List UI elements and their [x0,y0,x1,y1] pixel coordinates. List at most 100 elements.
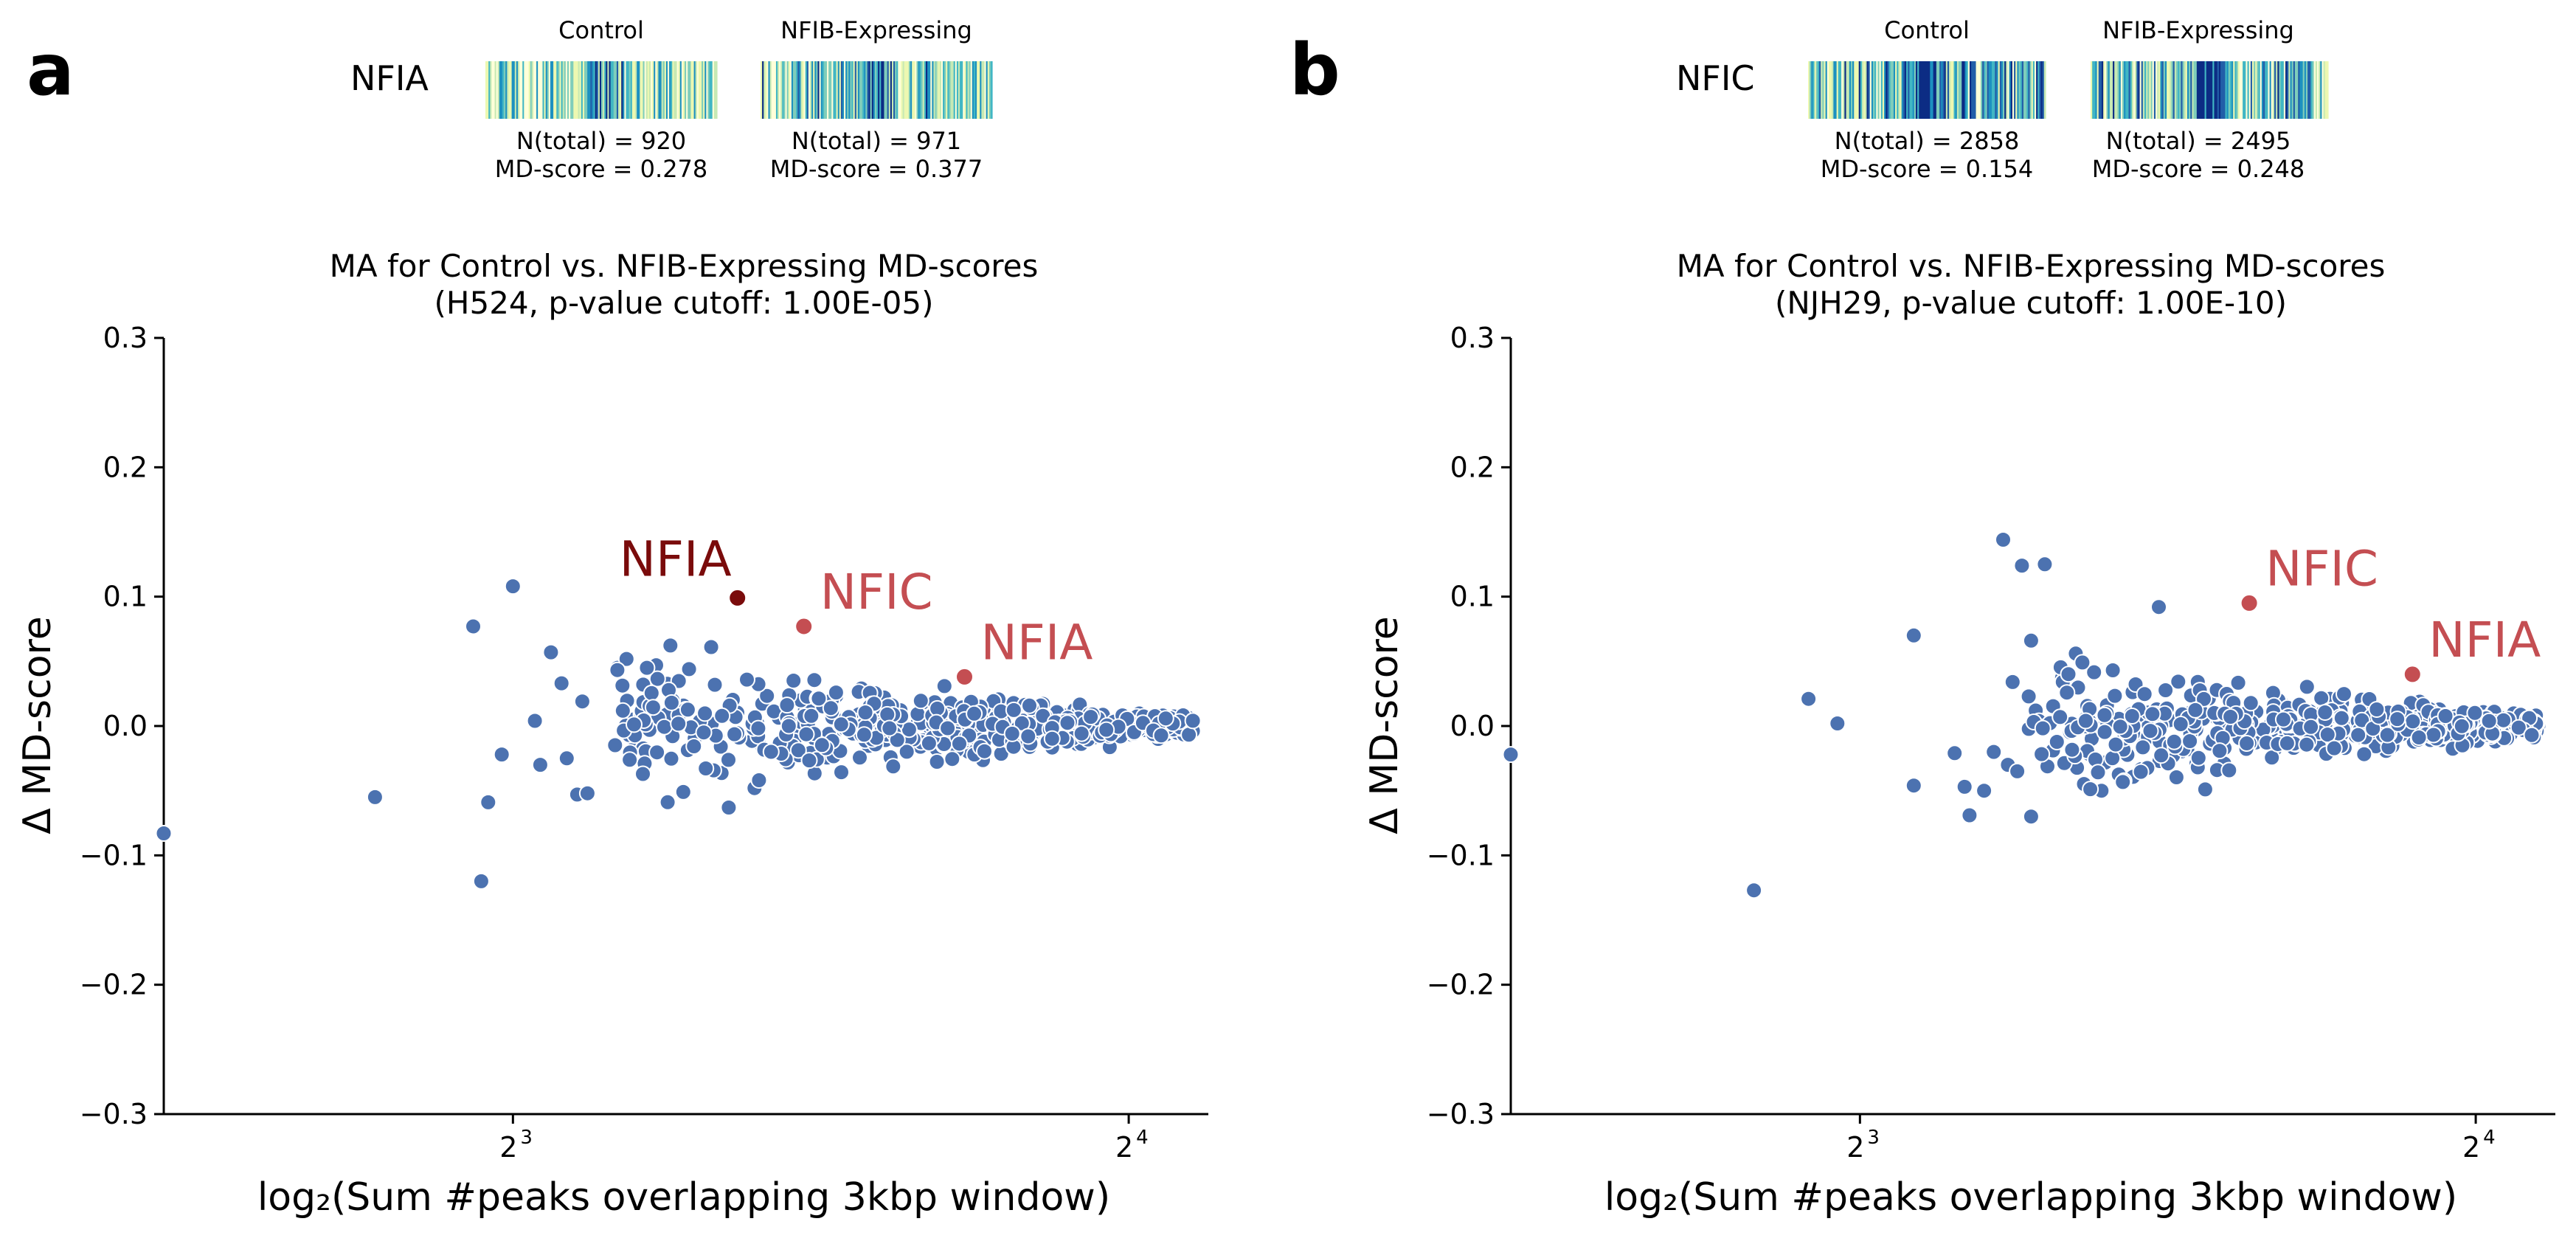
barcode-stripe [1863,61,1866,119]
barcode-stripe [678,61,681,119]
barcode-stripe [884,61,887,119]
barcode-stripe [627,61,630,119]
barcode-stripe [710,61,713,119]
barcode-stripe [661,61,664,119]
barcode-stripe [621,61,623,119]
barcode-stripe [929,61,931,119]
scatter-point [935,677,953,695]
barcode-stripe [1919,61,1922,119]
barcode-stripe [696,61,699,119]
barcode-stripe [641,61,644,119]
chart-subtitle: (NJH29, p-value cutoff: 1.00E-10) [1775,285,2287,321]
barcode-stripe [2324,61,2327,119]
barcode-stripe [2103,61,2105,119]
barcode-stripe [1990,61,1992,119]
barcode-title: NFIB-Expressing [2102,16,2294,44]
barcode-stripe [2036,61,2038,119]
barcode-stripe [779,61,781,119]
scatter-point [912,692,929,710]
scatter-point [685,738,703,755]
barcode-stripe [1902,61,1905,119]
barcode-stripe [2092,61,2094,119]
barcode-stripe [703,61,705,119]
barcode-stripe [2313,61,2316,119]
barcode-stripe [941,61,944,119]
barcode-stripe [1920,61,1923,119]
barcode-stripe [772,61,775,119]
barcode-stripe [2122,61,2125,119]
scatter-point [822,699,839,717]
barcode-stripe [1824,61,1827,119]
barcode-stripe [964,61,967,119]
scatter-point [621,751,639,769]
scatter-point [155,825,173,842]
barcode-stripe [662,61,665,119]
highlighted-point [728,588,747,607]
chart-title: MA for Control vs. NFIB-Expressing MD-sc… [1677,248,2386,284]
barcode-stripe [1893,61,1896,119]
barcode-stripe [1980,61,1983,119]
scatter-point [2063,741,2081,758]
barcode-stripe [2109,61,2112,119]
barcode-stripe [2095,61,2098,119]
barcode-stripe [2144,61,2147,119]
barcode-stripe [491,61,494,119]
barcode-stripe [533,61,536,119]
scatter-point [2157,682,2175,699]
barcode-stripe [2185,61,2188,119]
barcode-stripe [800,61,803,119]
scatter-point [1800,690,1818,708]
scatter-point [2278,734,2296,752]
barcode-stripe [2164,61,2167,119]
barcode-stripe [2296,61,2299,119]
barcode-stripe [589,61,591,119]
barcode-stripe [2007,61,2010,119]
barcode-stripe [1808,61,1810,119]
barcode-stripe [2161,61,2164,119]
barcode-stripe [864,61,866,119]
barcode-stripe [949,61,952,119]
barcode-stripe [809,61,812,119]
barcode-stripe [2028,61,2031,119]
barcode-stripe [2294,61,2297,119]
barcode-stripe [599,61,602,119]
barcode-stripe [2272,61,2275,119]
scatter-point [553,674,570,692]
barcode-stripe [693,61,696,119]
barcode-stripe [1874,61,1877,119]
barcode-stripe [1930,61,1933,119]
x-tick-exponent: 3 [520,1127,533,1149]
barcode-stripe [933,61,936,119]
barcode-stripe [508,61,511,119]
x-tick-label: 2 [2462,1131,2480,1164]
y-tick-label: 0.0 [103,710,148,742]
barcode-stripe [966,61,969,119]
barcode-stripe [1814,61,1817,119]
scatter-point [2106,687,2124,705]
barcode-stripe [1925,61,1928,119]
scatter-point [617,650,635,668]
barcode-stripe [956,61,959,119]
motif-label: NFIC [1676,58,1755,98]
barcode-stripe [1880,61,1883,119]
barcode-stripe [2189,61,2191,119]
barcode-stripe [2152,61,2155,119]
barcode-stripe [2017,61,2020,119]
barcode-stripe [2175,61,2178,119]
barcode-stripe [925,61,928,119]
barcode-stripe [2127,61,2130,119]
barcode-stripe [1964,61,1967,119]
scatter-point [2350,726,2367,744]
scatter-point [702,638,720,656]
barcode-stripe [1985,61,1988,119]
barcode-stripe [2106,61,2109,119]
barcode-stripe [1976,61,1978,119]
barcode-stripe [2320,61,2323,119]
barcode-stripe [1810,61,1812,119]
highlight-label: NFIA [2428,612,2541,668]
scatter-point [2425,726,2442,744]
barcode-stripe [624,61,627,119]
scatter-point [750,772,768,789]
barcode-stripe [2138,61,2141,119]
barcode-stripe [2026,61,2029,119]
